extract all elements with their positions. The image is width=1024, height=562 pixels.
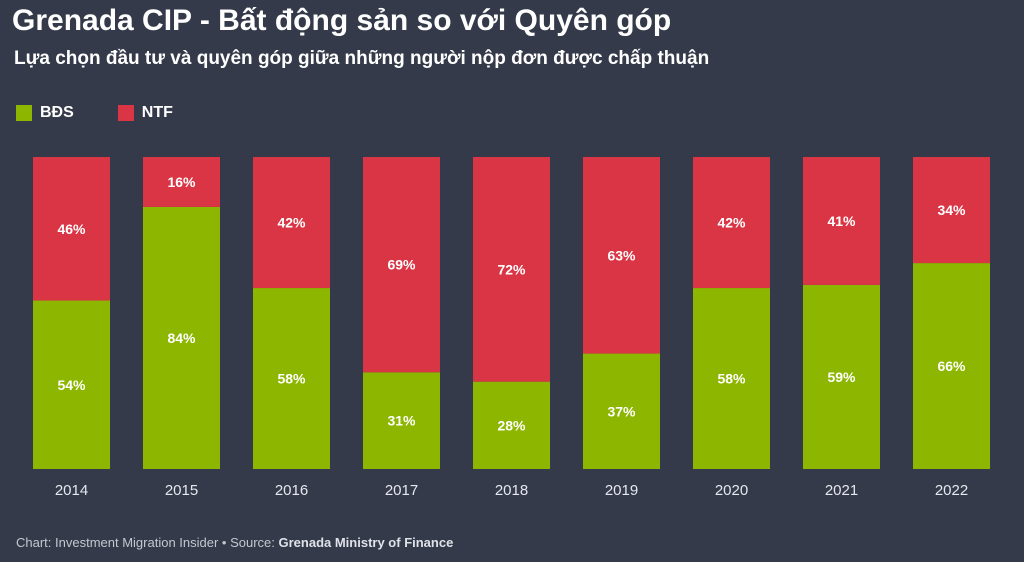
bar-ntf-2014 xyxy=(33,157,110,301)
bar-bds-2020 xyxy=(693,288,770,469)
data-label-bds-2016: 58% xyxy=(277,371,306,387)
data-label-bds-2022: 66% xyxy=(937,358,966,374)
data-label-bds-2021: 59% xyxy=(827,369,856,385)
footer-source: Grenada Ministry of Finance xyxy=(278,535,454,550)
bar-ntf-2019 xyxy=(583,157,660,354)
data-label-ntf-2015: 16% xyxy=(167,174,196,190)
legend: BĐS NTF xyxy=(16,104,173,122)
data-label-ntf-2018: 72% xyxy=(497,261,526,277)
bar-bds-2022 xyxy=(913,263,990,469)
chart-title: Grenada CIP - Bất động sản so với Quyên … xyxy=(12,4,672,37)
bar-ntf-2015 xyxy=(143,157,220,207)
bar-ntf-2020 xyxy=(693,157,770,289)
legend-swatch-bds xyxy=(16,105,32,121)
bar-ntf-2017 xyxy=(363,157,440,373)
x-tick-label-2018: 2018 xyxy=(495,482,528,499)
chart-footer: Chart: Investment Migration Insider • So… xyxy=(16,535,453,550)
x-tick-label-2022: 2022 xyxy=(935,482,968,499)
chart-subtitle: Lựa chọn đầu tư và quyên góp giữa những … xyxy=(14,48,710,69)
data-label-bds-2019: 37% xyxy=(607,403,636,419)
data-label-bds-2020: 58% xyxy=(717,371,746,387)
data-label-bds-2015: 84% xyxy=(167,330,196,346)
data-label-ntf-2019: 63% xyxy=(607,247,636,263)
bar-bds-2014 xyxy=(33,300,110,469)
legend-item-bds[interactable]: BĐS xyxy=(16,104,74,122)
bar-bds-2015 xyxy=(143,206,220,470)
bar-bds-2017 xyxy=(363,372,440,469)
data-label-ntf-2017: 69% xyxy=(387,257,416,273)
bar-ntf-2018 xyxy=(473,157,550,382)
bar-bds-2016 xyxy=(253,288,330,469)
data-label-ntf-2014: 46% xyxy=(57,221,86,237)
bar-ntf-2016 xyxy=(253,157,330,289)
x-tick-label-2014: 2014 xyxy=(55,482,88,499)
legend-label-bds: BĐS xyxy=(40,104,74,121)
bar-ntf-2022 xyxy=(913,157,990,264)
bar-bds-2019 xyxy=(583,353,660,469)
legend-swatch-ntf xyxy=(117,105,134,121)
data-label-ntf-2020: 42% xyxy=(717,215,746,231)
data-label-ntf-2022: 34% xyxy=(937,202,966,218)
x-tick-label-2021: 2021 xyxy=(825,482,858,499)
footer-credit: Chart: Investment Migration Insider • So… xyxy=(16,535,279,550)
data-label-bds-2018: 28% xyxy=(497,417,526,433)
x-tick-label-2020: 2020 xyxy=(715,482,748,499)
data-label-bds-2014: 54% xyxy=(57,377,86,393)
legend-label-ntf: NTF xyxy=(141,104,173,121)
x-tick-label-2016: 2016 xyxy=(275,482,308,499)
bar-ntf-2021 xyxy=(803,157,880,285)
legend-item-ntf[interactable]: NTF xyxy=(117,104,173,122)
x-tick-label-2015: 2015 xyxy=(165,482,198,499)
bar-bds-2018 xyxy=(473,381,550,469)
x-tick-label-2017: 2017 xyxy=(385,482,418,499)
data-label-ntf-2016: 42% xyxy=(277,215,306,231)
data-label-ntf-2021: 41% xyxy=(827,213,856,229)
bar-bds-2021 xyxy=(803,284,880,469)
x-tick-label-2019: 2019 xyxy=(605,482,638,499)
data-label-bds-2017: 31% xyxy=(387,413,416,429)
